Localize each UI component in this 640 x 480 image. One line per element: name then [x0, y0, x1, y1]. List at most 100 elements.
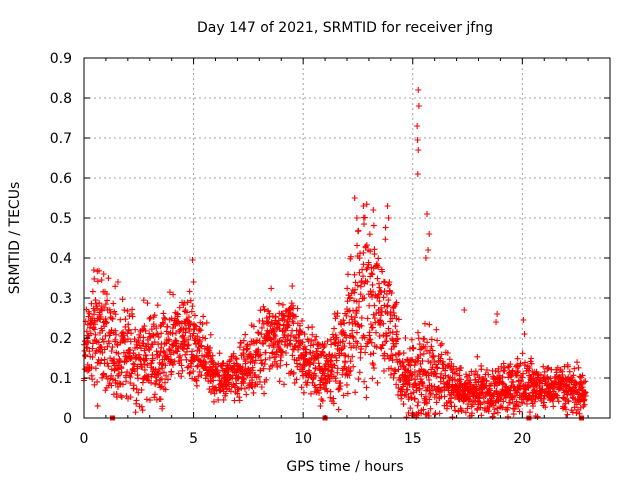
data-point [259, 317, 266, 324]
data-point [390, 304, 397, 311]
data-point [125, 321, 132, 328]
data-point [189, 303, 196, 310]
data-point [99, 349, 106, 356]
data-point [319, 349, 326, 356]
y-tick-label: 0.4 [50, 251, 72, 267]
data-points [80, 87, 589, 421]
data-point [183, 309, 190, 316]
data-point [275, 300, 282, 307]
data-point [451, 376, 458, 383]
data-point [100, 271, 107, 277]
data-point [89, 376, 96, 383]
data-point [572, 379, 579, 386]
data-point [265, 330, 272, 337]
data-point [499, 404, 506, 411]
data-point [158, 330, 165, 337]
data-point [195, 373, 202, 380]
data-point [468, 410, 475, 417]
data-point [178, 356, 185, 363]
data-point [117, 316, 124, 323]
data-point [396, 358, 403, 365]
data-point [115, 350, 122, 357]
data-point [296, 322, 303, 329]
data-point [240, 337, 247, 344]
data-point [242, 358, 249, 365]
data-point [335, 406, 342, 413]
data-point [103, 320, 110, 327]
data-point [183, 325, 190, 332]
data-point [518, 377, 525, 384]
data-point [405, 361, 412, 368]
data-point [120, 332, 127, 339]
data-point [430, 352, 437, 359]
data-point [341, 343, 348, 350]
data-point [127, 380, 134, 387]
data-point [316, 389, 323, 396]
data-point [202, 335, 209, 342]
data-point [491, 382, 498, 389]
data-point [298, 384, 305, 391]
data-point [279, 301, 286, 308]
data-point [185, 314, 192, 321]
data-point [258, 331, 265, 338]
data-point [285, 333, 292, 340]
data-point [327, 394, 334, 401]
data-point [573, 410, 580, 417]
data-point [185, 341, 192, 348]
data-point [465, 395, 472, 402]
data-point [197, 338, 204, 345]
data-point [434, 337, 441, 344]
data-point [277, 362, 284, 369]
data-point [194, 362, 201, 369]
data-point [572, 388, 579, 395]
data-point [370, 361, 377, 368]
data-point [152, 391, 159, 398]
data-point [361, 214, 368, 221]
data-point [290, 369, 297, 376]
data-point [94, 305, 101, 312]
data-point [179, 367, 186, 374]
data-point [340, 392, 347, 399]
data-point [265, 307, 272, 314]
data-point [94, 378, 101, 385]
data-point [184, 299, 191, 306]
data-point [346, 372, 353, 379]
data-point [308, 337, 315, 344]
data-point [143, 396, 150, 403]
data-point [331, 362, 338, 369]
data-point [485, 371, 492, 378]
data-point [207, 344, 214, 351]
data-point [168, 368, 175, 375]
data-point [138, 403, 145, 410]
data-point [85, 339, 92, 346]
data-point [417, 360, 424, 367]
data-point [367, 248, 374, 255]
data-point [437, 378, 444, 385]
data-point [190, 330, 197, 337]
data-point [260, 365, 267, 372]
data-point [231, 397, 238, 404]
data-point [96, 267, 103, 274]
data-point [373, 329, 380, 336]
data-point [346, 319, 353, 326]
data-point [361, 378, 368, 385]
data-point [152, 366, 159, 373]
data-point [172, 330, 179, 337]
data-point [314, 386, 321, 393]
data-point [574, 359, 581, 366]
data-point [193, 323, 200, 330]
data-point [118, 394, 125, 401]
data-point [241, 385, 248, 392]
data-point [463, 371, 470, 378]
data-point [346, 340, 353, 347]
data-point [431, 383, 438, 390]
data-point [500, 360, 507, 367]
data-point [347, 367, 354, 374]
data-point [532, 381, 539, 388]
data-point [414, 171, 421, 177]
data-point [516, 408, 523, 415]
data-point [211, 390, 218, 397]
data-point [374, 262, 381, 269]
data-point [89, 345, 96, 352]
data-point [214, 369, 221, 376]
